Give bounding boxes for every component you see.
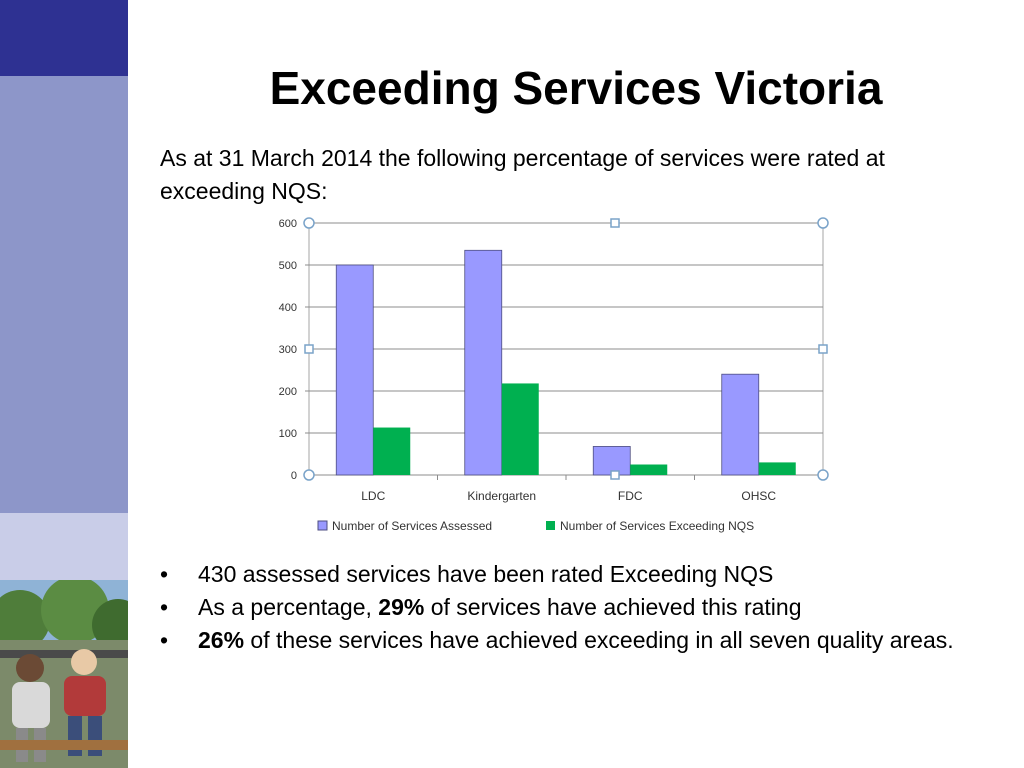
bullet-item: • 26% of these services have achieved exc… — [160, 624, 990, 657]
bullet-text: 430 assessed services have been rated Ex… — [198, 561, 774, 587]
bar-assessed — [335, 264, 374, 476]
bullet-symbol: • — [160, 594, 169, 620]
bar-exceeding — [758, 462, 796, 475]
corner-handle — [817, 469, 829, 481]
x-tick-label: FDC — [618, 489, 643, 503]
corner-handle — [303, 469, 315, 481]
slide-title: Exceeding Services Victoria — [269, 62, 883, 114]
bullet-emphasis: 26% — [198, 627, 245, 653]
corner-handle — [817, 217, 829, 229]
bullet-symbol: • — [160, 561, 169, 587]
left-band-light — [0, 513, 128, 580]
bar-chart: 0 100 200 300 400 500 600 LDC Kindergarten FDC OHS… — [279, 217, 829, 533]
bar-exceeding — [501, 383, 539, 475]
y-tick-label: 500 — [279, 260, 297, 272]
y-tick-label: 400 — [279, 302, 297, 314]
bullet-item: • As a percentage, 29% of services have a… — [160, 591, 990, 624]
legend-swatch — [317, 520, 328, 531]
y-tick-label: 100 — [279, 428, 297, 440]
x-tick-label: OHSC — [741, 489, 776, 503]
intro-text: As at 31 March 2014 the following percen… — [160, 145, 885, 204]
bullet-text: of services have achieved this rating — [424, 594, 802, 620]
x-tick-label: LDC — [361, 489, 385, 503]
bullet-symbol: • — [160, 627, 169, 653]
side-handle — [610, 470, 620, 480]
left-band-dark — [0, 0, 128, 76]
side-handle — [818, 344, 828, 354]
bar-exceeding — [373, 427, 411, 475]
side-handle — [304, 344, 314, 354]
corner-handle — [303, 217, 315, 229]
y-tick-label: 600 — [279, 218, 297, 230]
legend-swatch — [546, 521, 555, 530]
children-photo — [0, 580, 128, 768]
legend-label: Number of Services Exceeding NQS — [560, 519, 754, 533]
bar-assessed — [592, 446, 631, 476]
side-handle — [610, 218, 620, 228]
x-tick-label: Kindergarten — [467, 489, 536, 503]
bullet-list: • 430 assessed services have been rated E… — [160, 558, 990, 657]
bar-assessed — [721, 373, 760, 476]
left-band-mid — [0, 76, 128, 513]
bar-exceeding — [630, 464, 668, 475]
y-tick-label: 300 — [279, 344, 297, 356]
legend-label: Number of Services Assessed — [332, 519, 492, 533]
y-tick-label: 0 — [291, 470, 297, 482]
bullet-emphasis: 29% — [378, 594, 425, 620]
bullet-text: As a percentage, — [198, 594, 379, 620]
bullet-text: of these services have achieved exceedin… — [244, 627, 954, 653]
y-tick-label: 200 — [279, 386, 297, 398]
bullet-item: • 430 assessed services have been rated E… — [160, 558, 990, 591]
bar-assessed — [464, 249, 503, 476]
